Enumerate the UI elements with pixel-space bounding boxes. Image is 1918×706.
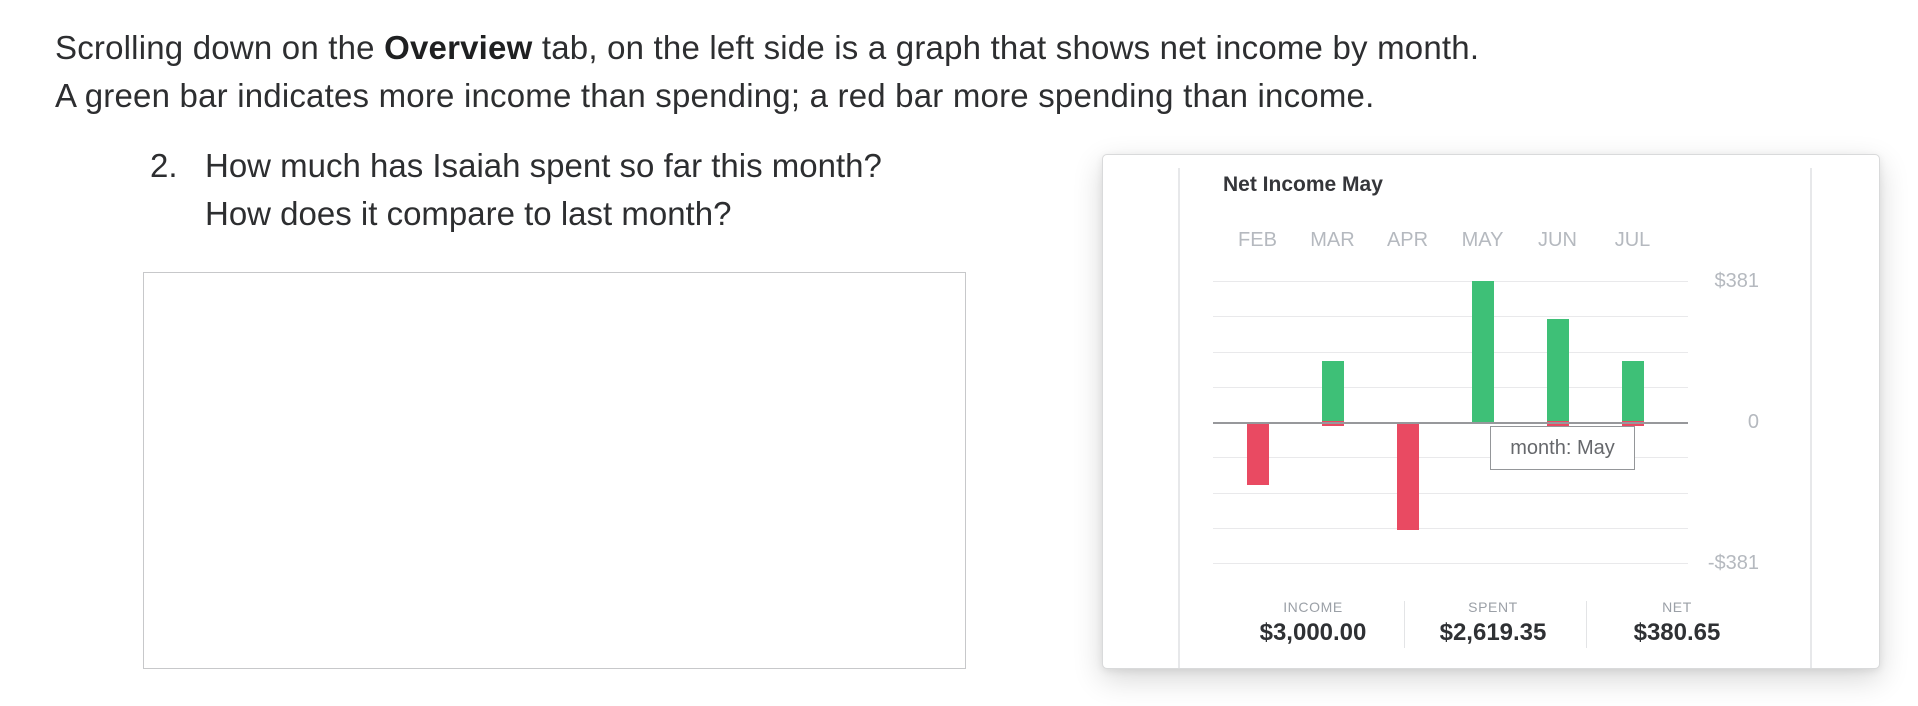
stat-net-value: $380.65 <box>1633 619 1721 646</box>
bar-may[interactable] <box>1471 281 1494 422</box>
question-2: 2. How much has Isaiah spent so far this… <box>150 142 882 238</box>
question-text: How much has Isaiah spent so far this mo… <box>205 142 882 238</box>
overview-bold: Overview <box>384 29 533 66</box>
net-income-card: Net Income May FEB MAR APR MAY JUN JUL $381 0 -… <box>1102 154 1880 669</box>
stat-divider <box>1404 601 1405 648</box>
stat-net: NET $380.65 <box>1577 599 1777 647</box>
intro-paragraph: Scrolling down on the Overview tab, on t… <box>55 24 1479 120</box>
chart-title: Net Income May <box>1223 173 1383 196</box>
x-label-jun: JUN <box>1538 229 1577 251</box>
x-label-jul: JUL <box>1614 229 1651 251</box>
gridline <box>1213 281 1688 282</box>
bar-jun[interactable] <box>1546 319 1569 422</box>
zero-axis-line <box>1213 422 1688 424</box>
question-line-2: How does it compare to last month? <box>205 195 732 232</box>
bar-jul[interactable] <box>1621 361 1644 422</box>
question-number: 2. <box>150 147 178 184</box>
tooltip-text: month: May <box>1510 436 1615 459</box>
gridline <box>1213 527 1688 529</box>
stat-spent-value: $2,619.35 <box>1439 619 1547 646</box>
gridline <box>1213 492 1688 494</box>
card-right-rule <box>1810 168 1812 668</box>
bar-feb[interactable] <box>1246 422 1269 485</box>
gridline <box>1213 457 1688 459</box>
gridline <box>1213 386 1688 388</box>
stat-spent: SPENT $2,619.35 <box>1393 599 1593 647</box>
y-label-2: -$381 <box>1707 552 1759 574</box>
gridline <box>1213 563 1688 564</box>
x-label-apr: APR <box>1386 229 1429 251</box>
bar-mar[interactable] <box>1321 361 1344 422</box>
stat-divider <box>1586 601 1587 648</box>
question-line-1: How much has Isaiah spent so far this mo… <box>205 147 882 184</box>
stat-income-value: $3,000.00 <box>1259 619 1367 646</box>
gridline <box>1213 351 1688 353</box>
chart-tooltip: month: May <box>1490 426 1635 470</box>
stat-spent-label: SPENT <box>1468 599 1518 615</box>
net-income-chart <box>1213 281 1688 564</box>
y-label-0: $381 <box>1714 270 1760 292</box>
y-label-1: 0 <box>1747 411 1759 433</box>
x-label-may: MAY <box>1461 229 1504 251</box>
y-axis-labels: $381 0 -$381 <box>1669 271 1759 573</box>
stat-income-label: INCOME <box>1283 599 1343 615</box>
stat-income: INCOME $3,000.00 <box>1213 599 1413 647</box>
x-label-feb: FEB <box>1238 229 1277 251</box>
answer-box[interactable] <box>143 272 966 669</box>
gridline <box>1213 316 1688 318</box>
intro-line-1: Scrolling down on the Overview tab, on t… <box>55 29 1480 66</box>
x-label-mar: MAR <box>1310 229 1355 251</box>
card-left-rule <box>1178 168 1180 668</box>
bar-apr[interactable] <box>1396 422 1419 531</box>
x-axis-labels: FEB MAR APR MAY JUN JUL <box>1213 229 1688 253</box>
stat-net-label: NET <box>1662 599 1692 615</box>
intro-line-2: A green bar indicates more income than s… <box>55 77 1375 114</box>
